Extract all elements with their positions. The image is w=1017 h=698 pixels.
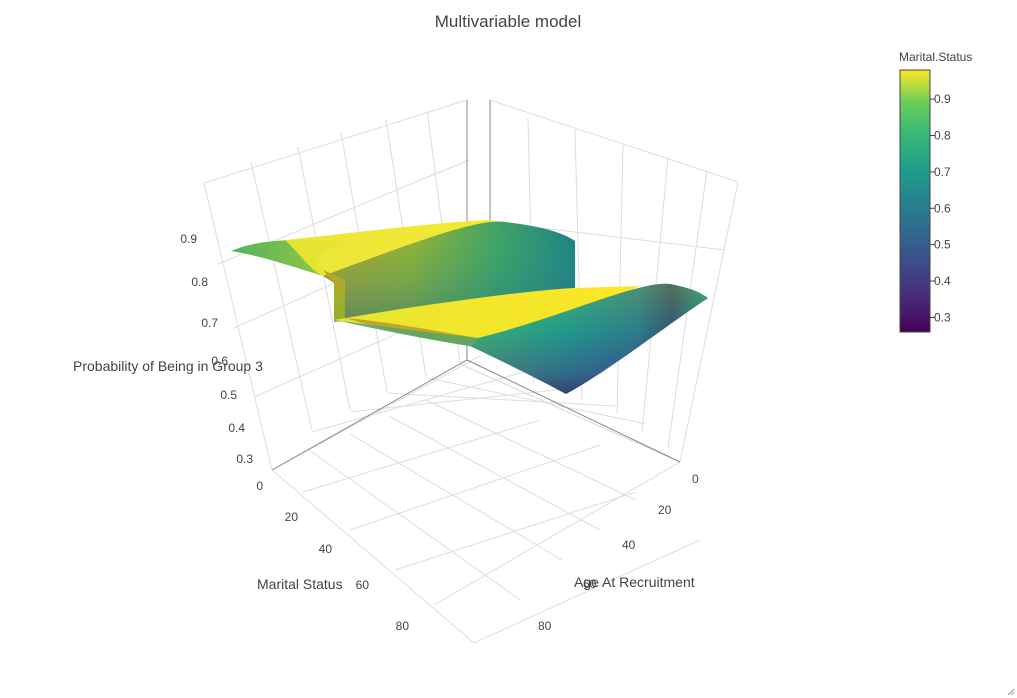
z-tick: 0.6: [211, 354, 228, 368]
x-tick: 20: [658, 503, 672, 517]
y-tick: 40: [319, 542, 333, 556]
x-tick: 80: [538, 619, 552, 633]
z-axis: 0.9 0.8 0.7 0.6 0.5 0.4 0.3 Probability …: [73, 232, 263, 466]
x-tick: 0: [692, 472, 699, 486]
y-tick: 60: [356, 578, 370, 592]
colorbar-tick-label: 0.3: [934, 310, 951, 324]
colorbar-tick-label: 0.6: [934, 201, 951, 215]
y-tick: 20: [285, 510, 299, 524]
x-tick: 40: [622, 538, 636, 552]
z-tick: 0.3: [236, 452, 253, 466]
x-axis-title: Age At Recruitment: [574, 574, 695, 590]
surface-meshes: [231, 220, 708, 394]
scene-grid: [203, 99, 739, 644]
chart-title: Multivariable model: [435, 12, 581, 31]
lower-surface-top: [334, 286, 640, 338]
step-face: [323, 270, 345, 322]
y-axis-title: Marital Status: [257, 576, 343, 592]
y-axis: 0 20 40 60 80 Marital Status: [256, 479, 409, 633]
colorbar-tick-label: 0.5: [934, 238, 951, 252]
x-tick: 60: [583, 577, 597, 591]
colorbar-tick-label: 0.8: [934, 129, 951, 143]
colorbar-tick-label: 0.7: [934, 165, 951, 179]
z-tick: 0.7: [201, 316, 218, 330]
z-axis-title: Probability of Being in Group 3: [73, 358, 263, 374]
colorbar-gradient: [899, 69, 931, 333]
y-tick: 80: [396, 619, 410, 633]
z-tick: 0.4: [228, 421, 245, 435]
z-tick: 0.5: [220, 388, 237, 402]
z-tick: 0.9: [180, 232, 197, 246]
z-tick: 0.8: [191, 275, 208, 289]
x-axis: 0 20 40 60 80 Age At Recruitment: [538, 472, 699, 633]
colorbar-tick-label: 0.4: [934, 274, 951, 288]
colorbar-title: Marital.Status: [899, 50, 972, 64]
colorbar: Marital.Status 0.9 0.8 0.7 0.6 0.5 0.4 0.3: [899, 50, 972, 333]
y-tick: 0: [256, 479, 263, 493]
resize-handle[interactable]: [1007, 688, 1015, 696]
colorbar-tick-label: 0.9: [934, 92, 951, 106]
